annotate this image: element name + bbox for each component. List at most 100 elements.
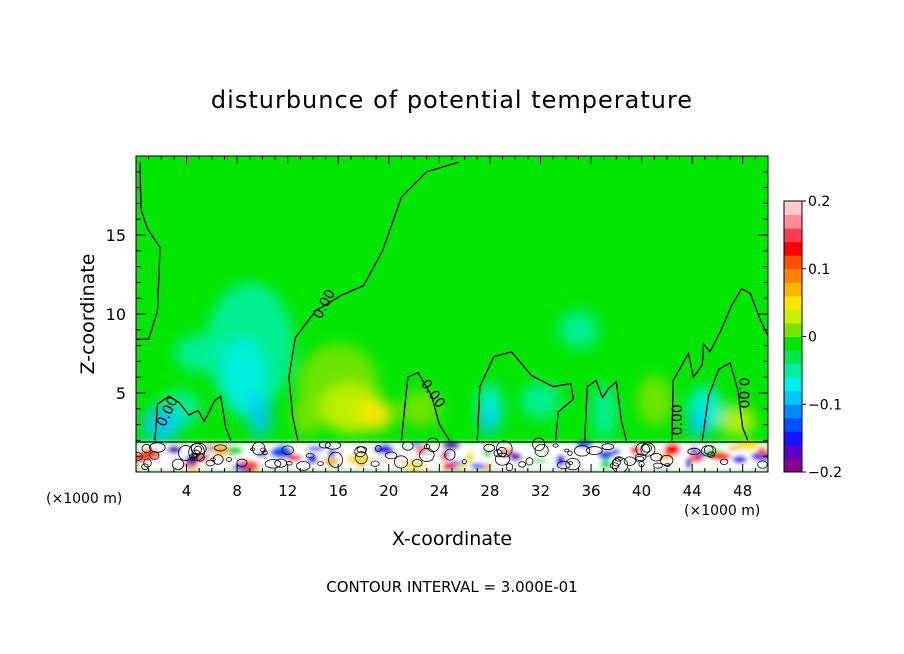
surface-eddy	[167, 445, 182, 454]
surface-eddy	[442, 462, 454, 470]
surface-contour	[205, 459, 216, 467]
zero-contour-line	[671, 287, 768, 441]
surface-contour	[384, 451, 398, 460]
surface-contour	[411, 459, 423, 468]
zero-contour-line	[136, 162, 161, 340]
zero-contours	[136, 161, 768, 441]
x-tick-label: 4	[182, 482, 192, 500]
surface-contour	[574, 445, 591, 457]
surface-eddy	[629, 446, 641, 455]
surface-eddy	[685, 457, 692, 469]
surface-eddy	[692, 456, 703, 463]
x-tick-label: 48	[733, 482, 752, 500]
surface-contour	[634, 453, 647, 462]
surface-contour	[264, 459, 282, 469]
colorbar-cell	[784, 322, 802, 337]
colorbar-cell	[784, 336, 802, 351]
surface-contour	[444, 448, 456, 461]
colorbar-cell	[784, 350, 802, 365]
contour-label: 0.00	[735, 377, 751, 408]
x-tick-label: 32	[531, 482, 550, 500]
colorbar-cell	[784, 444, 802, 459]
contour-label: 0.00	[670, 404, 686, 435]
surface-eddy	[737, 440, 759, 451]
surface-contour	[354, 446, 367, 458]
surface-contour	[635, 442, 650, 456]
y-axis: 5 10 15	[106, 171, 768, 457]
contour-interval-note: CONTOUR INTERVAL = 3.000E-01	[326, 578, 578, 596]
surface-contour	[483, 443, 495, 452]
colorbar-tick-label: −0.1	[808, 397, 842, 413]
surface-eddy	[757, 446, 767, 457]
colorbar-cell	[784, 309, 802, 324]
field-anomaly	[520, 381, 561, 420]
surface-contour	[567, 450, 573, 456]
surface-contour	[423, 444, 431, 450]
surface-eddy	[224, 445, 243, 456]
surface-eddy	[442, 441, 461, 450]
x-tick-label: 28	[480, 482, 499, 500]
surface-contour	[426, 437, 440, 453]
colorbar: 0.2 0.1 0 −0.1 −0.2	[783, 194, 842, 481]
surface-contour	[260, 447, 267, 453]
x-unit-label-right: (×1000 m)	[684, 503, 761, 519]
y-axis-label: Z-coordinate	[77, 254, 99, 375]
colorbar-tick-label: −0.2	[808, 465, 842, 481]
zero-contour-line	[400, 371, 451, 441]
surface-contour	[261, 450, 268, 455]
surface-eddy	[709, 452, 732, 461]
surface-contour	[704, 445, 714, 456]
surface-contour	[496, 440, 513, 458]
surface-contour	[149, 442, 166, 453]
surface-eddy	[556, 454, 566, 467]
surface-contour	[225, 457, 233, 462]
surface-contour	[757, 460, 768, 469]
field-anomaly	[636, 375, 672, 427]
colorbar-cell	[784, 282, 802, 297]
field-anomaly	[558, 310, 599, 349]
colorbar-cell	[784, 255, 802, 270]
surface-contour	[370, 460, 380, 467]
surface-contour	[328, 451, 343, 468]
y-tick-label: 5	[116, 384, 126, 403]
surface-eddy	[306, 446, 325, 452]
x-tick-label: 24	[430, 482, 449, 500]
surface-contour	[214, 444, 227, 452]
surface-contour	[374, 445, 382, 452]
surface-contour	[196, 453, 205, 462]
field-anomaly	[400, 389, 441, 428]
colorbar-cell	[784, 431, 802, 446]
colorbar-cell	[784, 228, 802, 243]
surface-contour	[141, 444, 152, 454]
x-tick-label: 16	[329, 482, 348, 500]
surface-eddy	[346, 453, 371, 465]
surface-contour	[565, 457, 581, 471]
surface-eddy	[470, 463, 485, 469]
surface-eddy	[381, 444, 391, 451]
surface-contour	[505, 463, 514, 472]
x-unit-label-left: (×1000 m)	[46, 491, 123, 507]
surface-eddy	[440, 451, 447, 461]
surface-contour	[286, 461, 293, 466]
surface-contour	[556, 460, 571, 470]
x-tick-label: 36	[581, 482, 600, 500]
y-tick-label: 10	[106, 305, 126, 324]
surface-contour	[564, 448, 570, 453]
field-anomaly	[591, 383, 617, 441]
surface-contour	[494, 452, 511, 466]
x-tick-label: 40	[632, 482, 651, 500]
colorbar-cell	[784, 268, 802, 283]
field-anomaly	[291, 397, 322, 436]
surface-contour	[525, 457, 534, 466]
surface-contour	[650, 453, 663, 462]
y-tick-label: 15	[106, 226, 126, 245]
surface-contour	[586, 446, 603, 455]
surface-eddy	[256, 452, 269, 457]
surface-eddy	[465, 451, 474, 463]
colorbar-cell	[784, 201, 802, 216]
surface-contour	[552, 443, 559, 448]
zero-contour-line	[701, 362, 749, 441]
surface-eddy	[697, 451, 705, 457]
colorbar-cell	[784, 417, 802, 432]
surface-contour	[497, 446, 507, 458]
